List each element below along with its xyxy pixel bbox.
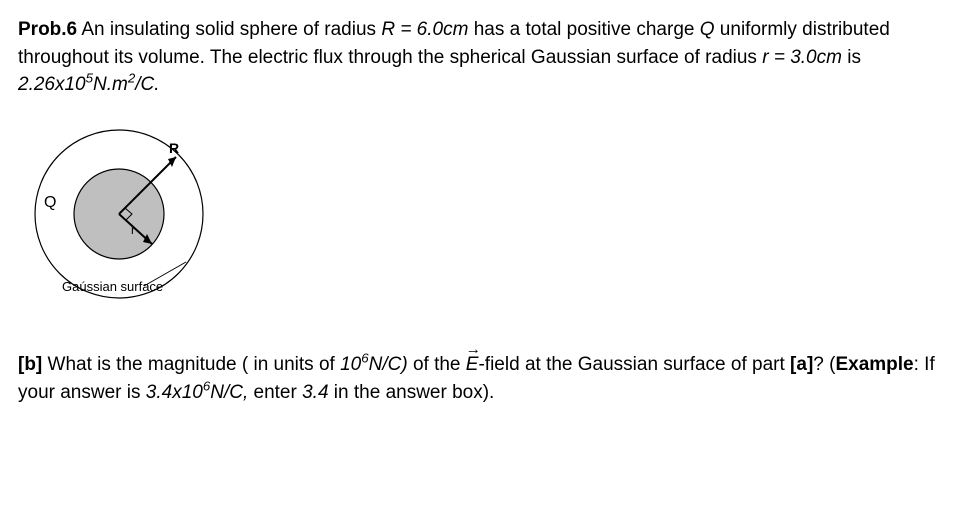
- text: in the answer box).: [329, 382, 495, 403]
- flux-value: 2.26x105N.m2/C.: [18, 74, 160, 95]
- text: has a total positive charge: [468, 19, 699, 40]
- E-vector: E: [466, 347, 479, 379]
- text: is: [842, 47, 861, 68]
- gaussian-sphere-diagram: Q R r Gaússian surface: [24, 119, 214, 309]
- problem-statement: Prob.6 An insulating solid sphere of rad…: [18, 16, 961, 99]
- text: of the: [408, 354, 466, 375]
- text: ? (: [813, 354, 835, 375]
- example-value: 3.4x106N/C,: [146, 382, 248, 403]
- figure: Q R r Gaússian surface: [24, 119, 961, 318]
- part-b-label: [b]: [18, 354, 42, 375]
- u-exp: 6: [361, 351, 368, 366]
- caption: Gaússian surface: [62, 279, 163, 294]
- exp: 5: [86, 71, 93, 86]
- text: What is the magnitude ( in units of: [42, 354, 340, 375]
- ev-a: 3.4x10: [146, 382, 203, 403]
- mantissa: 2.26x10: [18, 74, 86, 95]
- ev-b: N/C,: [210, 382, 248, 403]
- r-equals: r = 3.0cm: [762, 47, 842, 68]
- label-r: r: [131, 223, 135, 237]
- unit-nm: N.m: [93, 74, 128, 95]
- example-entry: 3.4: [302, 382, 328, 403]
- unit: 106N/C): [340, 354, 408, 375]
- R-equals: R = 6.0cm: [381, 19, 468, 40]
- unit-c: /C.: [135, 74, 159, 95]
- u-a: 10: [340, 354, 361, 375]
- text: -field at the Gaussian surface of part: [478, 354, 790, 375]
- text: An insulating solid sphere of radius: [77, 19, 381, 40]
- problem-label: Prob.6: [18, 19, 77, 40]
- example-label: Example: [835, 354, 913, 375]
- u-b: N/C): [369, 354, 408, 375]
- label-Q: Q: [44, 194, 56, 211]
- text: enter: [248, 382, 302, 403]
- Q: Q: [700, 19, 715, 40]
- label-R: R: [169, 140, 179, 156]
- part-b: [b] What is the magnitude ( in units of …: [18, 347, 961, 406]
- part-a-ref: [a]: [790, 354, 813, 375]
